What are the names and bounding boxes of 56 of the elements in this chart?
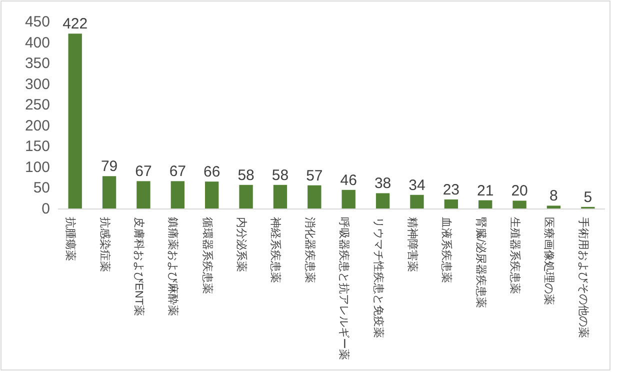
x-tick-label: 抗感染症薬 (98, 217, 112, 272)
data-label: 58 (272, 166, 289, 184)
bar (512, 200, 526, 209)
bar (102, 176, 116, 209)
x-tick-label: 内分泌系薬 (235, 217, 248, 272)
x-tick-label: 手術用およびその他の薬 (576, 217, 590, 338)
x-tick-label: 腎臓/泌尿器疾患薬 (474, 217, 488, 308)
data-label: 38 (374, 175, 392, 192)
bar (205, 182, 219, 209)
y-tick-label: 300 (24, 76, 50, 93)
x-tick-label: 神経系疾患薬 (269, 217, 282, 283)
data-label: 21 (477, 182, 494, 200)
y-tick-label: 150 (24, 138, 50, 156)
bar (376, 193, 390, 209)
data-label: 23 (442, 181, 460, 198)
data-label: 46 (340, 172, 357, 189)
bar (410, 194, 424, 209)
x-tick-label: 皮膚科およびENT薬 (132, 217, 146, 316)
data-label: 20 (511, 182, 528, 200)
data-label: 8 (550, 188, 558, 205)
data-label: 5 (584, 188, 592, 206)
data-label: 67 (169, 163, 186, 180)
bar (68, 34, 82, 209)
bar (478, 200, 492, 209)
x-tick-label: リウマチ性疾患と免疫薬 (372, 217, 385, 338)
y-tick-label: 100 (24, 158, 50, 176)
x-tick-label: 消化器疾患薬 (303, 217, 316, 283)
x-tick-label: 精神障害薬 (406, 217, 419, 272)
x-tick-label: 抗腫瘍薬 (64, 217, 78, 261)
bar (239, 184, 253, 209)
y-tick-label: 350 (24, 55, 50, 72)
data-label: 66 (204, 164, 220, 181)
bar (273, 184, 288, 209)
data-label: 57 (306, 167, 323, 184)
y-tick-label: 400 (24, 34, 50, 52)
bar (308, 185, 322, 209)
y-tick-label: 200 (24, 117, 50, 134)
x-tick-label: 血液系疾患薬 (440, 217, 454, 283)
bar (136, 181, 150, 209)
data-label: 79 (100, 158, 118, 176)
bar (342, 190, 356, 209)
y-tick-label: 250 (24, 96, 50, 114)
data-label: 58 (238, 166, 254, 184)
x-tick-label: 医療画像処理の薬 (542, 217, 556, 305)
x-tick-label: 呼吸器疾患と抗アレルギー薬 (338, 217, 351, 360)
y-tick-label: 450 (24, 14, 50, 30)
data-label: 422 (62, 16, 88, 33)
data-label: 67 (135, 163, 152, 180)
y-tick-label: 50 (33, 180, 50, 197)
x-tick-label: 循環器系疾患薬 (200, 217, 214, 294)
x-tick-label: 生殖器系疾患薬 (508, 217, 522, 294)
x-tick-label: 鎮痛薬および麻酔薬 (166, 217, 180, 316)
bar (170, 181, 184, 209)
y-tick-label: 0 (42, 200, 50, 218)
bar (444, 199, 458, 209)
data-label: 34 (408, 176, 426, 194)
